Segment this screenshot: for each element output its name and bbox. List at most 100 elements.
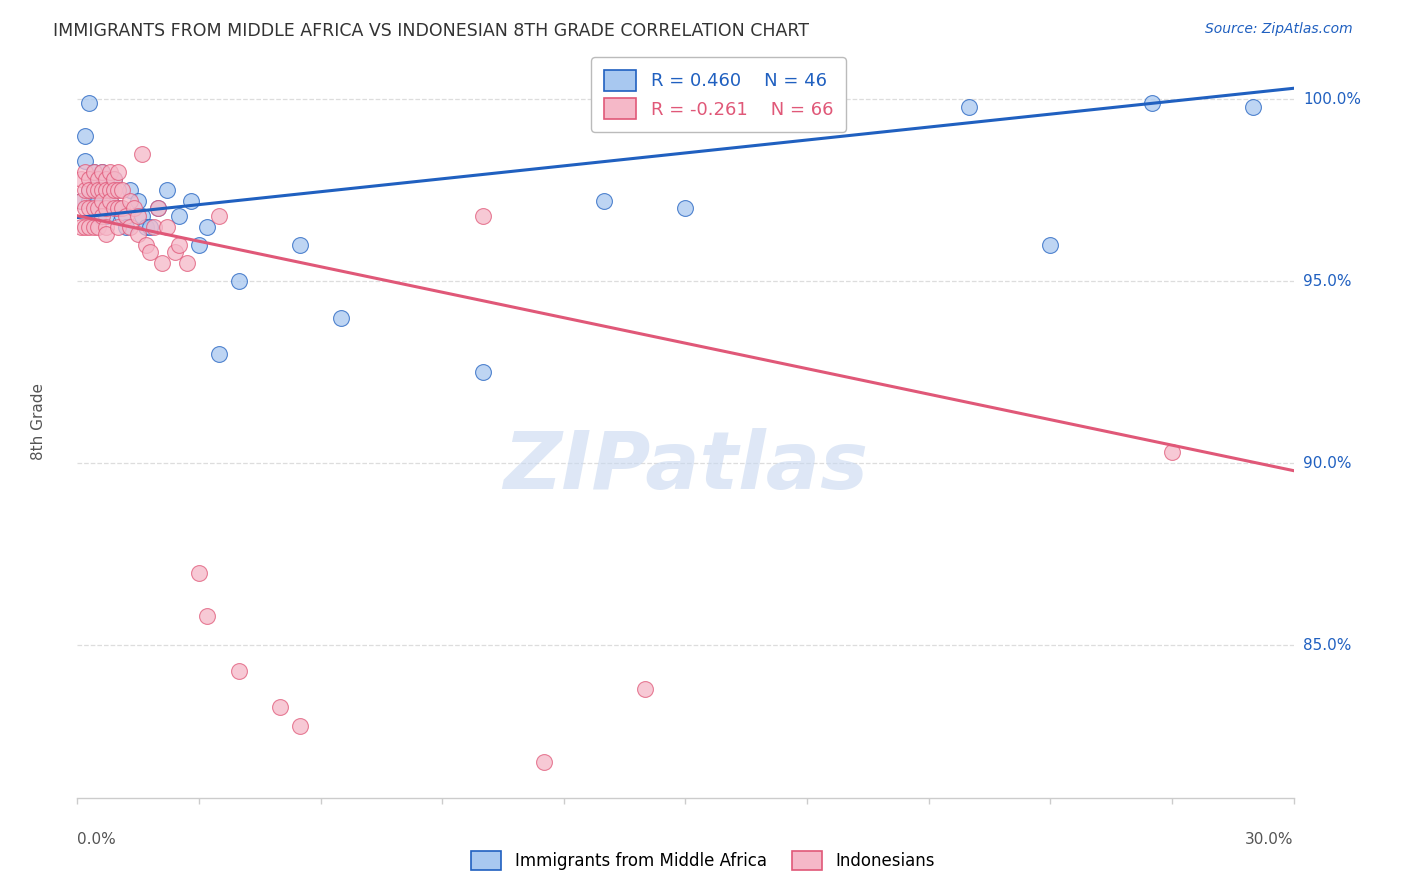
Point	[155, 183, 177, 197]
Point	[1241, 99, 1264, 113]
Point	[94, 183, 117, 197]
Point	[103, 172, 125, 186]
Point	[70, 194, 93, 209]
Point	[90, 183, 112, 197]
Point	[471, 209, 494, 223]
Point	[83, 183, 105, 197]
Text: Source: ZipAtlas.com: Source: ZipAtlas.com	[1205, 22, 1353, 37]
Point	[195, 609, 218, 624]
Point	[103, 202, 125, 216]
Point	[167, 209, 190, 223]
Point	[86, 202, 108, 216]
Point	[228, 274, 250, 288]
Point	[83, 165, 105, 179]
Point	[118, 183, 141, 197]
Text: 30.0%: 30.0%	[1246, 832, 1294, 847]
Point	[208, 347, 231, 361]
Point	[115, 209, 138, 223]
Point	[163, 245, 186, 260]
Point	[98, 165, 121, 179]
Point	[107, 219, 129, 234]
Point	[127, 227, 149, 241]
Point	[329, 310, 352, 325]
Point	[118, 219, 141, 234]
Point	[75, 165, 97, 179]
Point	[127, 209, 149, 223]
Point	[115, 219, 138, 234]
Point	[122, 202, 145, 216]
Point	[70, 194, 93, 209]
Point	[127, 194, 149, 209]
Point	[152, 256, 174, 270]
Point	[107, 202, 129, 216]
Point	[86, 219, 108, 234]
Point	[75, 183, 97, 197]
Point	[94, 202, 117, 216]
Point	[83, 202, 105, 216]
Point	[471, 365, 494, 379]
Point	[94, 172, 117, 186]
Point	[86, 183, 108, 197]
Point	[118, 194, 141, 209]
Point	[107, 183, 129, 197]
Point	[180, 194, 202, 209]
Point	[79, 95, 101, 110]
Point	[148, 202, 170, 216]
Legend: Immigrants from Middle Africa, Indonesians: Immigrants from Middle Africa, Indonesia…	[465, 844, 941, 877]
Point	[188, 238, 211, 252]
Point	[98, 194, 121, 209]
Point	[111, 209, 134, 223]
Point	[83, 194, 105, 209]
Point	[228, 664, 250, 678]
Point	[634, 682, 657, 697]
Point	[167, 238, 190, 252]
Point	[290, 718, 312, 732]
Point	[103, 172, 125, 186]
Point	[75, 202, 97, 216]
Point	[195, 219, 218, 234]
Point	[79, 194, 101, 209]
Point	[86, 194, 108, 209]
Point	[90, 202, 112, 216]
Point	[94, 227, 117, 241]
Point	[83, 165, 105, 179]
Point	[86, 209, 108, 223]
Text: 95.0%: 95.0%	[1303, 274, 1351, 289]
Point	[90, 165, 112, 179]
Text: IMMIGRANTS FROM MIDDLE AFRICA VS INDONESIAN 8TH GRADE CORRELATION CHART: IMMIGRANTS FROM MIDDLE AFRICA VS INDONES…	[53, 22, 810, 40]
Text: 0.0%: 0.0%	[77, 832, 117, 847]
Point	[75, 219, 97, 234]
Point	[103, 183, 125, 197]
Point	[70, 172, 93, 186]
Point	[1039, 238, 1062, 252]
Point	[75, 128, 97, 143]
Point	[86, 172, 108, 186]
Point	[208, 209, 231, 223]
Point	[957, 99, 980, 113]
Text: ZIPatlas: ZIPatlas	[503, 427, 868, 506]
Point	[83, 219, 105, 234]
Point	[94, 202, 117, 216]
Point	[70, 219, 93, 234]
Point	[98, 194, 121, 209]
Point	[111, 183, 134, 197]
Point	[111, 202, 134, 216]
Point	[98, 183, 121, 197]
Point	[79, 219, 101, 234]
Point	[90, 209, 112, 223]
Point	[135, 219, 157, 234]
Point	[143, 219, 166, 234]
Point	[83, 183, 105, 197]
Point	[90, 165, 112, 179]
Point	[148, 202, 170, 216]
Text: 100.0%: 100.0%	[1303, 92, 1361, 107]
Point	[79, 202, 101, 216]
Legend: R = 0.460    N = 46, R = -0.261    N = 66: R = 0.460 N = 46, R = -0.261 N = 66	[591, 57, 846, 132]
Text: 85.0%: 85.0%	[1303, 638, 1351, 653]
Point	[90, 194, 112, 209]
Point	[75, 154, 97, 169]
Point	[155, 219, 177, 234]
Point	[675, 202, 697, 216]
Point	[98, 183, 121, 197]
Text: 90.0%: 90.0%	[1303, 456, 1351, 471]
